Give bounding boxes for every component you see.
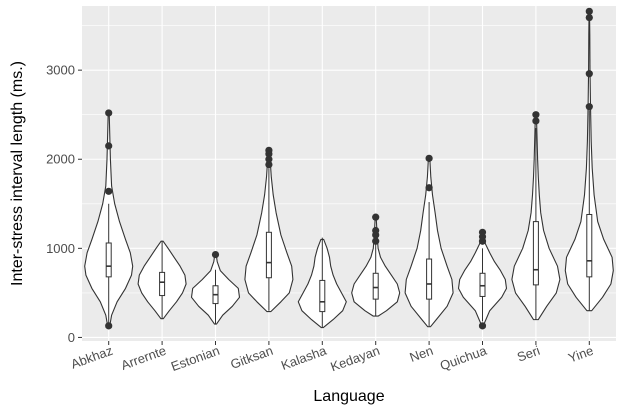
violin-nen [404, 154, 454, 328]
x-tick-label: Estonian [169, 343, 222, 374]
x-tick-label: Gitksan [228, 343, 275, 372]
box [532, 221, 539, 286]
x-axis: Abkhaz Arrernte Estonian Gitksan Kalasha Keda… [69, 341, 595, 374]
outlier-point [211, 250, 220, 259]
x-tick-label: Quichua [438, 342, 489, 373]
violin-kedayan [351, 213, 401, 317]
outlier-point [105, 322, 113, 330]
box [265, 231, 272, 279]
x-tick-label: Arrernte [119, 343, 168, 373]
x-tick-label: Kedayan [328, 343, 381, 375]
outlier-point [585, 13, 593, 22]
x-tick-label: Nen [408, 343, 436, 365]
box [372, 272, 379, 300]
outlier-point [265, 160, 273, 169]
y-tick-label: 2000 [46, 152, 75, 167]
x-tick-label: Kalasha [279, 342, 329, 372]
violin-arrernte [137, 240, 187, 320]
outlier-point [265, 155, 273, 163]
violin-estonian [190, 250, 241, 325]
box [586, 213, 593, 278]
violin-yine [564, 7, 614, 312]
outlier-point [425, 154, 433, 162]
outlier-point [585, 103, 593, 111]
x-tick-label: Yine [566, 343, 595, 366]
y-tick-label: 0 [68, 330, 75, 345]
box [159, 271, 166, 297]
x-axis-title: Language [313, 388, 384, 405]
outlier-point [532, 111, 540, 119]
outlier-point [105, 187, 113, 195]
y-tick-label: 3000 [46, 63, 75, 78]
box [426, 258, 433, 300]
outlier-point [532, 117, 540, 125]
outlier-point [105, 109, 113, 117]
outlier-point [105, 142, 113, 150]
outlier-point [478, 228, 487, 236]
x-tick-label: Seri [515, 343, 542, 365]
outlier-point [372, 237, 380, 245]
outlier-point [372, 226, 380, 235]
outlier-point [478, 322, 487, 330]
outlier-point [372, 213, 380, 221]
violin-quichua [457, 228, 508, 330]
y-axis-title: Inter-stress interval length (ms.) [9, 61, 26, 286]
box [479, 272, 486, 297]
outlier-point [585, 7, 593, 15]
x-tick-label: Abkhaz [69, 343, 115, 372]
violin-gitksan [244, 146, 294, 313]
y-axis: 0 1000 2000 3000 [46, 63, 82, 345]
outlier-point [265, 146, 273, 154]
box [319, 279, 326, 313]
y-tick-label: 1000 [46, 241, 75, 256]
box [105, 242, 112, 278]
outlier-point [425, 184, 433, 192]
violin-kalasha [297, 237, 347, 329]
violin-layer [84, 7, 614, 330]
violin-seri [511, 111, 561, 321]
violin-abkhaz [84, 109, 134, 330]
outlier-point [585, 70, 593, 78]
